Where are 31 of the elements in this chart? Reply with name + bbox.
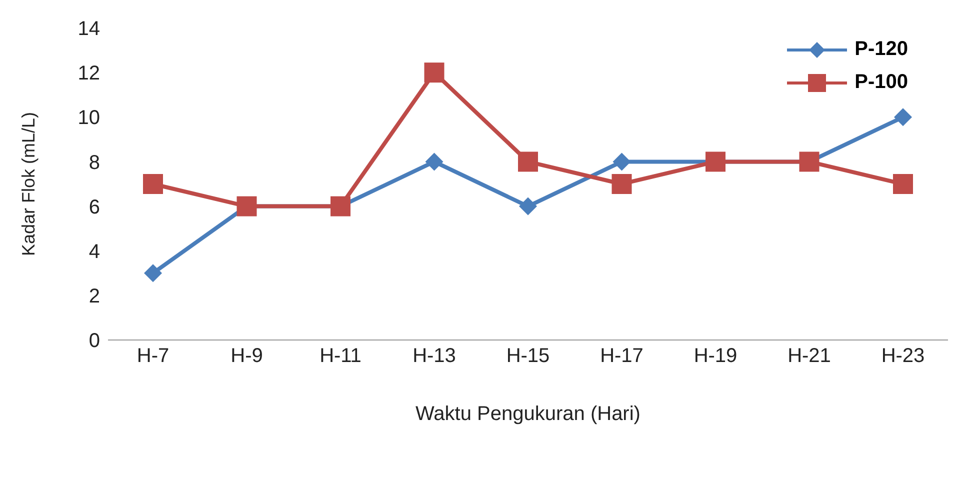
x-tick-label: H-9 <box>230 345 263 368</box>
point <box>424 62 444 83</box>
x-tick-label: H-11 <box>320 345 362 368</box>
y-axis-title: Kadar Flok (mL/L) <box>18 112 38 256</box>
point <box>612 174 632 194</box>
y-tick-label: 0 <box>88 330 100 352</box>
x-tick-label: H-17 <box>600 345 644 368</box>
point <box>519 197 537 216</box>
y-tick-label: 2 <box>88 286 100 308</box>
y-tick-label: 10 <box>78 107 100 130</box>
y-tick-label: 12 <box>78 62 100 85</box>
point <box>143 174 163 194</box>
point <box>518 152 538 172</box>
x-tick-label: H-19 <box>694 345 738 368</box>
legend-label: P-100 <box>854 71 908 94</box>
y-tick-label: 6 <box>88 196 100 218</box>
x-tick-label: H-23 <box>881 345 925 368</box>
point <box>144 264 162 282</box>
point <box>894 108 912 126</box>
x-tick-label: H-13 <box>412 345 456 368</box>
x-tick-label: H-15 <box>506 345 550 368</box>
legend-label: P-120 <box>854 38 908 61</box>
x-tick-label: H-7 <box>136 345 170 368</box>
y-tick-label: 4 <box>88 240 100 263</box>
point <box>425 152 444 171</box>
y-tick-label: 8 <box>88 152 100 174</box>
x-tick-label: H-21 <box>788 345 831 368</box>
point <box>612 152 631 171</box>
y-tick-label: 14 <box>78 18 100 40</box>
x-axis-title: Waktu Pengukuran (Hari) <box>416 403 640 425</box>
point <box>893 174 913 194</box>
